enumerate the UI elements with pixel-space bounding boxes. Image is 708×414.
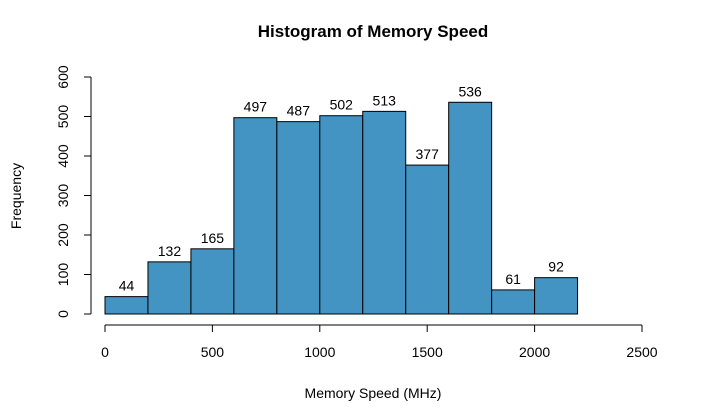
bar-count-label: 536: [458, 83, 482, 99]
x-axis: 0 500 1000 1500 2000 2500: [101, 324, 658, 360]
x-tick-label: 1500: [412, 344, 443, 360]
y-axis: 0 100 200 300 400 500 600: [55, 65, 92, 318]
histogram-bar: [491, 289, 536, 315]
histogram-bar: [233, 117, 278, 315]
chart-title: Histogram of Memory Speed: [258, 22, 489, 41]
y-tick-label: 600: [55, 65, 71, 89]
histogram-bar: [104, 296, 149, 315]
histogram-bar: [319, 115, 364, 315]
bar-count-label: 513: [373, 92, 397, 108]
histogram-bar: [405, 164, 450, 315]
y-tick-label: 0: [55, 310, 71, 318]
bar-count-label: 487: [287, 103, 311, 119]
histogram-bar: [190, 248, 235, 315]
bar-count-label: 61: [505, 271, 521, 287]
bar-count-label: 132: [158, 243, 182, 259]
y-tick-label: 500: [55, 105, 71, 129]
bar-count-label: 377: [416, 146, 440, 162]
bar-count-label: 497: [244, 99, 268, 115]
x-tick-label: 0: [101, 344, 109, 360]
histogram-bar: [362, 110, 407, 315]
histogram-bar: [147, 261, 192, 315]
y-tick-label: 400: [55, 144, 71, 168]
y-axis-title: Frequency: [8, 163, 24, 229]
bar-count-label: 165: [201, 230, 225, 246]
x-axis-title: Memory Speed (MHz): [305, 385, 442, 401]
x-tick-label: 2000: [519, 344, 550, 360]
bar-count-label: 92: [548, 259, 564, 275]
histogram-bar: [534, 277, 579, 315]
x-tick-label: 1000: [304, 344, 335, 360]
data-labels-group: 44 132 165 497 487 502 513 377 536 61 92: [119, 83, 564, 293]
bars-group: [104, 101, 579, 315]
bar-count-label: 44: [119, 278, 135, 294]
histogram-bar: [276, 121, 321, 315]
y-tick-label: 200: [55, 223, 71, 247]
y-tick-label: 300: [55, 184, 71, 208]
x-tick-label: 500: [201, 344, 225, 360]
bar-count-label: 502: [330, 97, 354, 113]
y-tick-label: 100: [55, 263, 71, 287]
histogram-bar: [448, 101, 493, 315]
x-tick-label: 2500: [626, 344, 657, 360]
